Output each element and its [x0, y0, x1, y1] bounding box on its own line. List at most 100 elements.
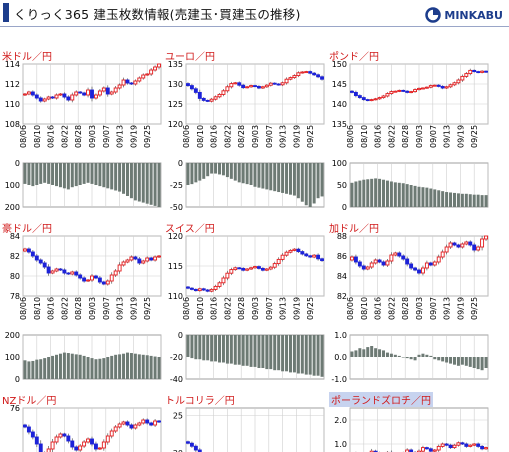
candle-up	[50, 441, 55, 450]
candle-down	[66, 272, 71, 275]
volume-bar	[133, 163, 137, 201]
volume-bar	[452, 357, 456, 365]
candle-down	[145, 419, 150, 424]
y-tick-label: 1.0	[334, 331, 347, 340]
candle-down	[82, 92, 87, 96]
candle-up	[125, 259, 130, 263]
x-tick-label: 08/10	[360, 297, 369, 320]
volume-bar	[133, 353, 137, 379]
volume-bar	[300, 335, 304, 374]
candle-up	[141, 419, 146, 424]
candle-up	[377, 97, 382, 100]
volume-bar	[66, 163, 70, 190]
candle-down	[476, 443, 481, 447]
candle-up	[50, 270, 55, 274]
candle-up	[121, 261, 126, 266]
y-tick-label: 0	[15, 159, 20, 168]
volume-bar	[417, 354, 421, 357]
candle-up	[409, 91, 414, 94]
volume-bar	[237, 335, 241, 365]
x-tick-label: 09/25	[143, 125, 152, 148]
volume-bar	[460, 193, 464, 207]
chart-panel-audjpy: 豪ドル／円 84 82 80 78 08/06 08/10 08/16 08/22 08/28 0…	[0, 220, 170, 425]
candle-up	[300, 71, 305, 74]
volume-bar	[425, 354, 429, 357]
volume-bar	[385, 352, 389, 357]
chart-title: NZドル／円	[2, 396, 57, 407]
candle-up	[105, 280, 110, 285]
volume-bar	[397, 182, 401, 207]
y-tick-label: 0	[178, 331, 183, 340]
candle-down	[82, 277, 87, 282]
candle-down	[241, 84, 246, 89]
candle-down	[484, 70, 488, 73]
candle-up	[113, 87, 118, 93]
candle-up	[86, 279, 91, 282]
y-tick-label: 2.0	[334, 416, 347, 425]
candle-up	[424, 86, 429, 89]
candle-up	[97, 447, 102, 450]
volume-bar	[43, 163, 47, 183]
x-tick-label: 09/03	[415, 125, 424, 148]
candle-up	[117, 423, 122, 428]
y-tick-label: 120	[168, 232, 183, 241]
candle-down	[350, 90, 354, 93]
candle-down	[201, 97, 206, 101]
candle-up	[448, 242, 453, 248]
candle-down	[397, 252, 402, 257]
volume-bar	[23, 163, 27, 184]
volume-bar	[47, 163, 51, 184]
x-tick-label: 09/13	[443, 125, 452, 148]
candle-down	[312, 72, 317, 76]
candle-up	[417, 87, 421, 91]
volume-bar	[265, 163, 269, 190]
volume-bar	[354, 350, 358, 357]
candle-up	[369, 262, 374, 268]
candle-down	[101, 281, 106, 285]
y-tick-label: 125	[168, 100, 183, 109]
candle-up	[432, 84, 437, 87]
candle-down	[30, 431, 35, 438]
y-tick-label: 88	[337, 232, 347, 241]
candle-down	[409, 263, 414, 269]
candle-down	[137, 258, 142, 264]
candle-up	[436, 256, 441, 263]
x-tick-label: 08/28	[401, 297, 410, 320]
candle-down	[189, 287, 194, 290]
chart-title: ポンド／円	[329, 52, 379, 63]
candle-up	[304, 71, 309, 74]
volume-bar	[125, 163, 129, 196]
volume-bar	[125, 352, 129, 379]
volume-bar	[472, 194, 476, 207]
chart-panel-gbpjpy: ポンド／円 150 145 140 135 08/06 08/10 08/16 08/22 08…	[327, 48, 497, 253]
candle-down	[157, 420, 161, 423]
candle-up	[213, 285, 218, 290]
x-tick-label: 09/07	[265, 125, 274, 148]
volume-bar	[409, 357, 413, 360]
candle-up	[109, 430, 114, 437]
candle-up	[440, 251, 445, 258]
candle-down	[241, 267, 246, 271]
candle-up	[381, 95, 386, 99]
candle-down	[456, 244, 461, 248]
volume-bar	[202, 163, 206, 179]
candle-up	[133, 424, 138, 429]
candle-up	[157, 255, 161, 258]
x-tick-label: 08/16	[210, 125, 219, 148]
candle-up	[137, 422, 142, 426]
candle-down	[38, 259, 43, 264]
candle-up	[464, 241, 469, 245]
candle-up	[452, 82, 457, 86]
candle-up	[432, 261, 437, 266]
volume-bar	[257, 335, 261, 368]
volume-bar	[137, 354, 141, 379]
volume-bar	[292, 335, 296, 373]
candle-down	[26, 426, 31, 433]
volume-bar	[350, 182, 354, 207]
candle-down	[436, 84, 441, 87]
candle-up	[74, 91, 79, 96]
y-tick-label: 0	[15, 375, 20, 384]
minkabu-logo[interactable]: MINKABU	[425, 7, 503, 23]
y-tick-label: 115	[168, 262, 183, 271]
